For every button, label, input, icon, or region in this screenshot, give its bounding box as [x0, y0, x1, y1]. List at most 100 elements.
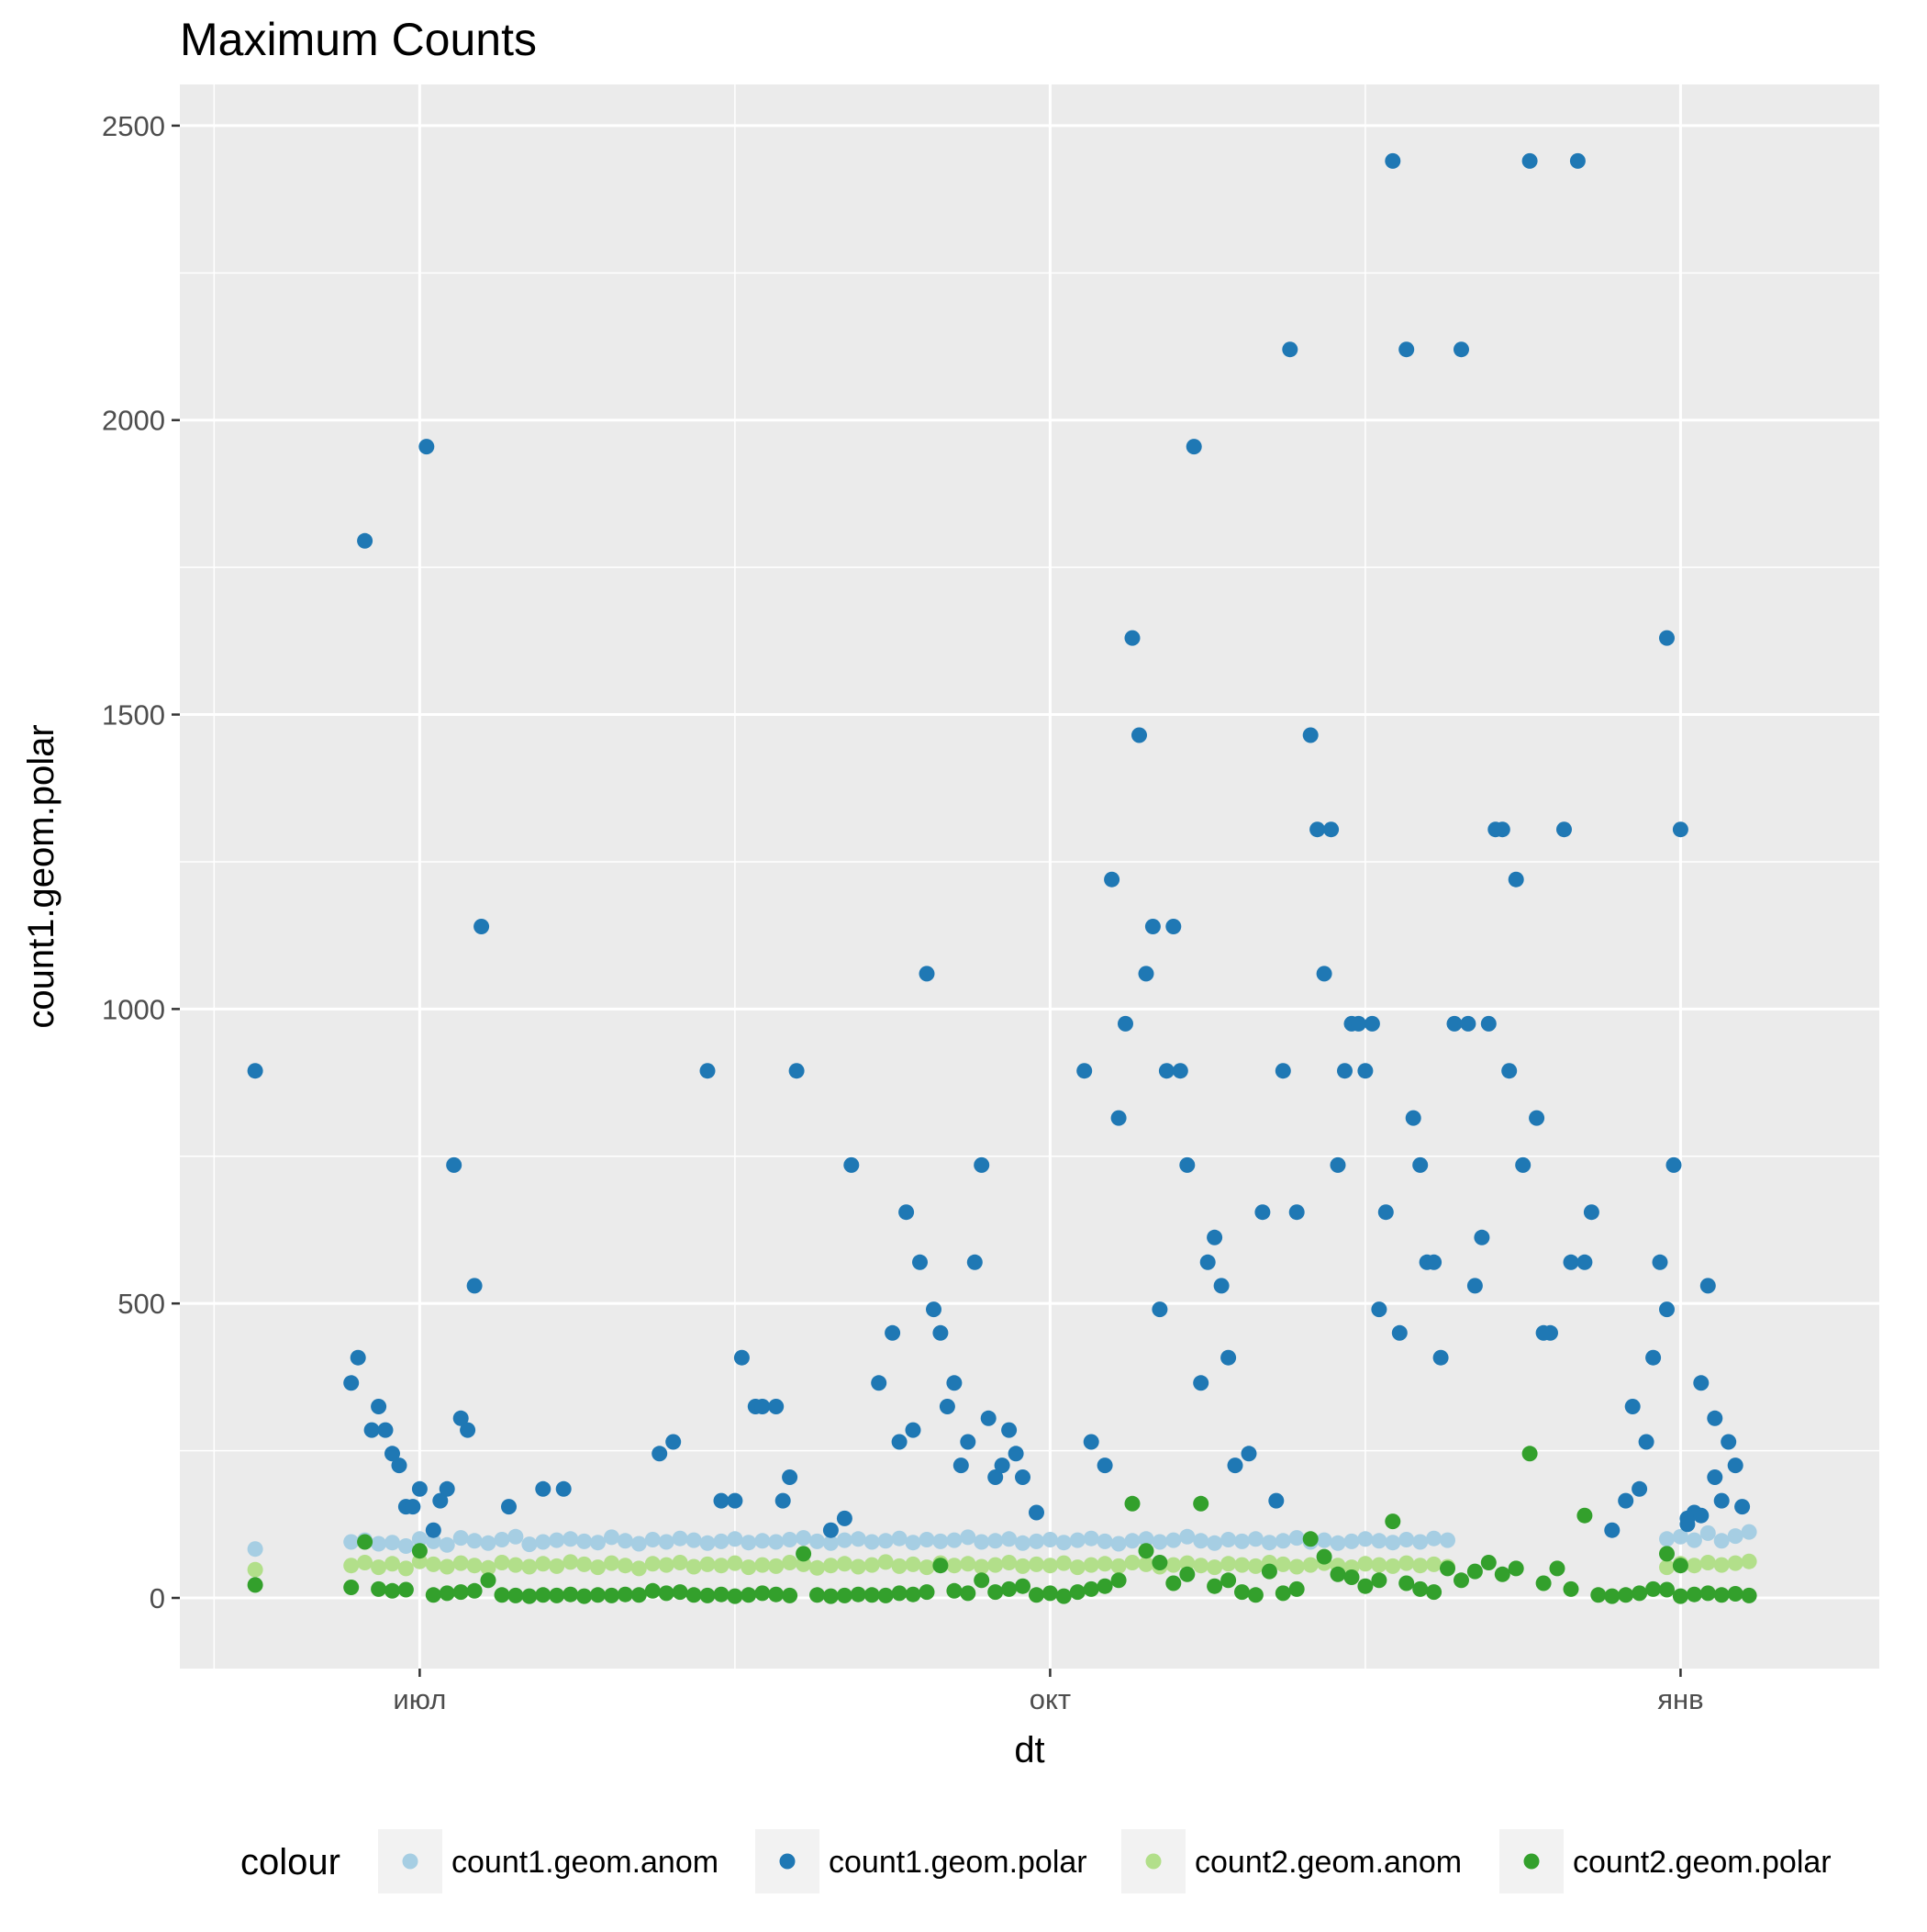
data-point [905, 1586, 921, 1603]
data-point [863, 1587, 880, 1603]
data-point [1124, 630, 1141, 646]
data-point [384, 1556, 400, 1572]
data-point [397, 1560, 414, 1577]
data-point [932, 1558, 949, 1574]
data-point [1426, 1530, 1442, 1547]
data-point [1679, 1516, 1696, 1533]
data-point [1549, 1560, 1565, 1577]
data-point [1351, 1015, 1366, 1032]
data-point [644, 1582, 661, 1599]
data-point [1316, 966, 1332, 982]
data-point [1227, 1457, 1243, 1474]
data-point [891, 1530, 908, 1547]
data-point [1138, 1531, 1154, 1547]
data-point [754, 1585, 771, 1602]
data-point [1699, 1555, 1716, 1570]
data-point [604, 1529, 619, 1546]
data-point [946, 1558, 963, 1574]
data-point [1055, 1535, 1072, 1551]
data-point [1713, 1587, 1730, 1603]
data-point [494, 1532, 510, 1547]
data-point [1652, 1254, 1668, 1270]
data-point [1576, 1254, 1593, 1270]
data-point [1097, 1556, 1113, 1572]
legend-label: count1.geom.polar [829, 1845, 1087, 1880]
data-point [384, 1535, 400, 1551]
data-point [1398, 341, 1415, 358]
data-point [974, 1534, 990, 1550]
data-point [1015, 1469, 1030, 1485]
data-point [1302, 727, 1319, 743]
data-point [1563, 1580, 1579, 1597]
data-point [1638, 1434, 1654, 1450]
data-point [549, 1558, 565, 1574]
data-point [809, 1559, 825, 1576]
data-point [1261, 1535, 1277, 1551]
data-point [644, 1556, 661, 1572]
x-tick-label: янв [1657, 1683, 1703, 1715]
data-point [460, 1422, 476, 1438]
data-point [1179, 1528, 1196, 1545]
data-point [247, 1561, 263, 1578]
data-point [1220, 1572, 1237, 1589]
data-point [974, 1572, 990, 1589]
legend-key-point [779, 1853, 796, 1870]
data-point [946, 1375, 963, 1391]
data-point [974, 1558, 990, 1575]
data-point [1152, 1534, 1168, 1550]
data-point [877, 1554, 894, 1570]
data-point [1412, 1156, 1429, 1173]
data-point [1741, 1524, 1757, 1540]
data-point [576, 1533, 593, 1549]
data-point [1741, 1553, 1757, 1569]
data-point [1686, 1586, 1702, 1603]
data-point [1604, 1588, 1621, 1604]
data-point [480, 1559, 496, 1576]
data-point [713, 1492, 730, 1509]
data-point [699, 1063, 716, 1079]
data-point [685, 1558, 702, 1575]
data-point [1515, 1156, 1532, 1173]
data-point [974, 1156, 990, 1173]
data-point [1165, 1575, 1182, 1591]
data-point [768, 1586, 785, 1603]
data-point [1508, 1560, 1524, 1577]
data-point [822, 1522, 839, 1538]
data-point [405, 1499, 421, 1515]
data-point [1275, 1556, 1291, 1572]
data-point [1001, 1580, 1018, 1597]
data-point [1727, 1457, 1743, 1474]
data-point [905, 1422, 921, 1438]
x-axis: июл окт янв [393, 1669, 1704, 1715]
data-point [501, 1499, 517, 1515]
data-point [350, 1349, 366, 1366]
data-point [1659, 1301, 1675, 1318]
data-point [1699, 1524, 1716, 1541]
data-point [1288, 1558, 1305, 1575]
data-point [754, 1533, 771, 1549]
data-point [507, 1587, 524, 1603]
data-point [1686, 1532, 1702, 1548]
data-point [247, 1063, 263, 1079]
data-point [617, 1586, 633, 1603]
data-point [357, 1534, 373, 1550]
data-point [987, 1533, 1004, 1549]
minor-gridlines [180, 84, 1879, 1669]
legend-key-point [402, 1853, 418, 1870]
data-point [630, 1536, 647, 1552]
data-point [1357, 1578, 1374, 1594]
data-point [1659, 1559, 1675, 1576]
data-point [1316, 1532, 1332, 1548]
data-point [1069, 1584, 1086, 1601]
legend-title: colour [240, 1842, 340, 1882]
data-point [411, 1531, 428, 1547]
data-point [1659, 630, 1675, 646]
data-point [822, 1588, 839, 1604]
data-point [604, 1587, 619, 1603]
data-point [987, 1557, 1004, 1573]
data-point [658, 1585, 674, 1602]
data-point [411, 1480, 428, 1497]
data-point [452, 1555, 469, 1571]
data-point [1275, 1533, 1291, 1549]
